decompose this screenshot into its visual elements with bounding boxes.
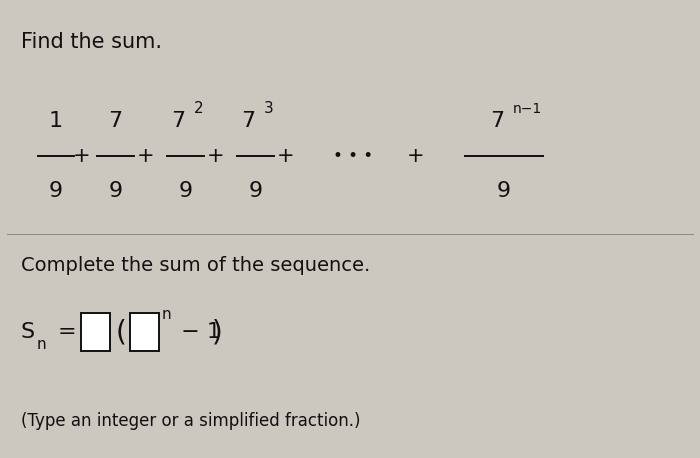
Text: 7: 7 (108, 110, 122, 131)
Text: =: = (57, 322, 76, 342)
Text: n−1: n−1 (512, 102, 542, 116)
Text: 9: 9 (497, 181, 511, 201)
Text: +: + (73, 146, 91, 166)
Text: +: + (136, 146, 155, 166)
Text: 2: 2 (194, 101, 204, 116)
Text: 7: 7 (241, 110, 255, 131)
Text: 9: 9 (248, 181, 262, 201)
FancyBboxPatch shape (80, 313, 110, 351)
Text: n: n (36, 338, 46, 352)
Text: 1: 1 (49, 110, 63, 131)
Text: 7: 7 (490, 110, 504, 131)
Text: − 1: − 1 (174, 322, 221, 342)
Text: 7: 7 (172, 110, 186, 131)
Text: n: n (162, 307, 172, 322)
Text: • • •: • • • (333, 147, 374, 165)
Text: +: + (206, 146, 225, 166)
Text: Complete the sum of the sequence.: Complete the sum of the sequence. (21, 256, 370, 275)
Text: (Type an integer or a simplified fraction.): (Type an integer or a simplified fractio… (21, 412, 360, 430)
Text: +: + (276, 146, 295, 166)
Text: 9: 9 (108, 181, 122, 201)
Text: 9: 9 (49, 181, 63, 201)
Text: +: + (406, 146, 424, 166)
Text: ): ) (211, 318, 222, 346)
FancyBboxPatch shape (130, 313, 159, 351)
Text: 9: 9 (178, 181, 192, 201)
Text: Find the sum.: Find the sum. (21, 32, 162, 52)
Text: S: S (21, 322, 35, 342)
Text: 3: 3 (264, 101, 274, 116)
Text: (: ( (116, 318, 126, 346)
